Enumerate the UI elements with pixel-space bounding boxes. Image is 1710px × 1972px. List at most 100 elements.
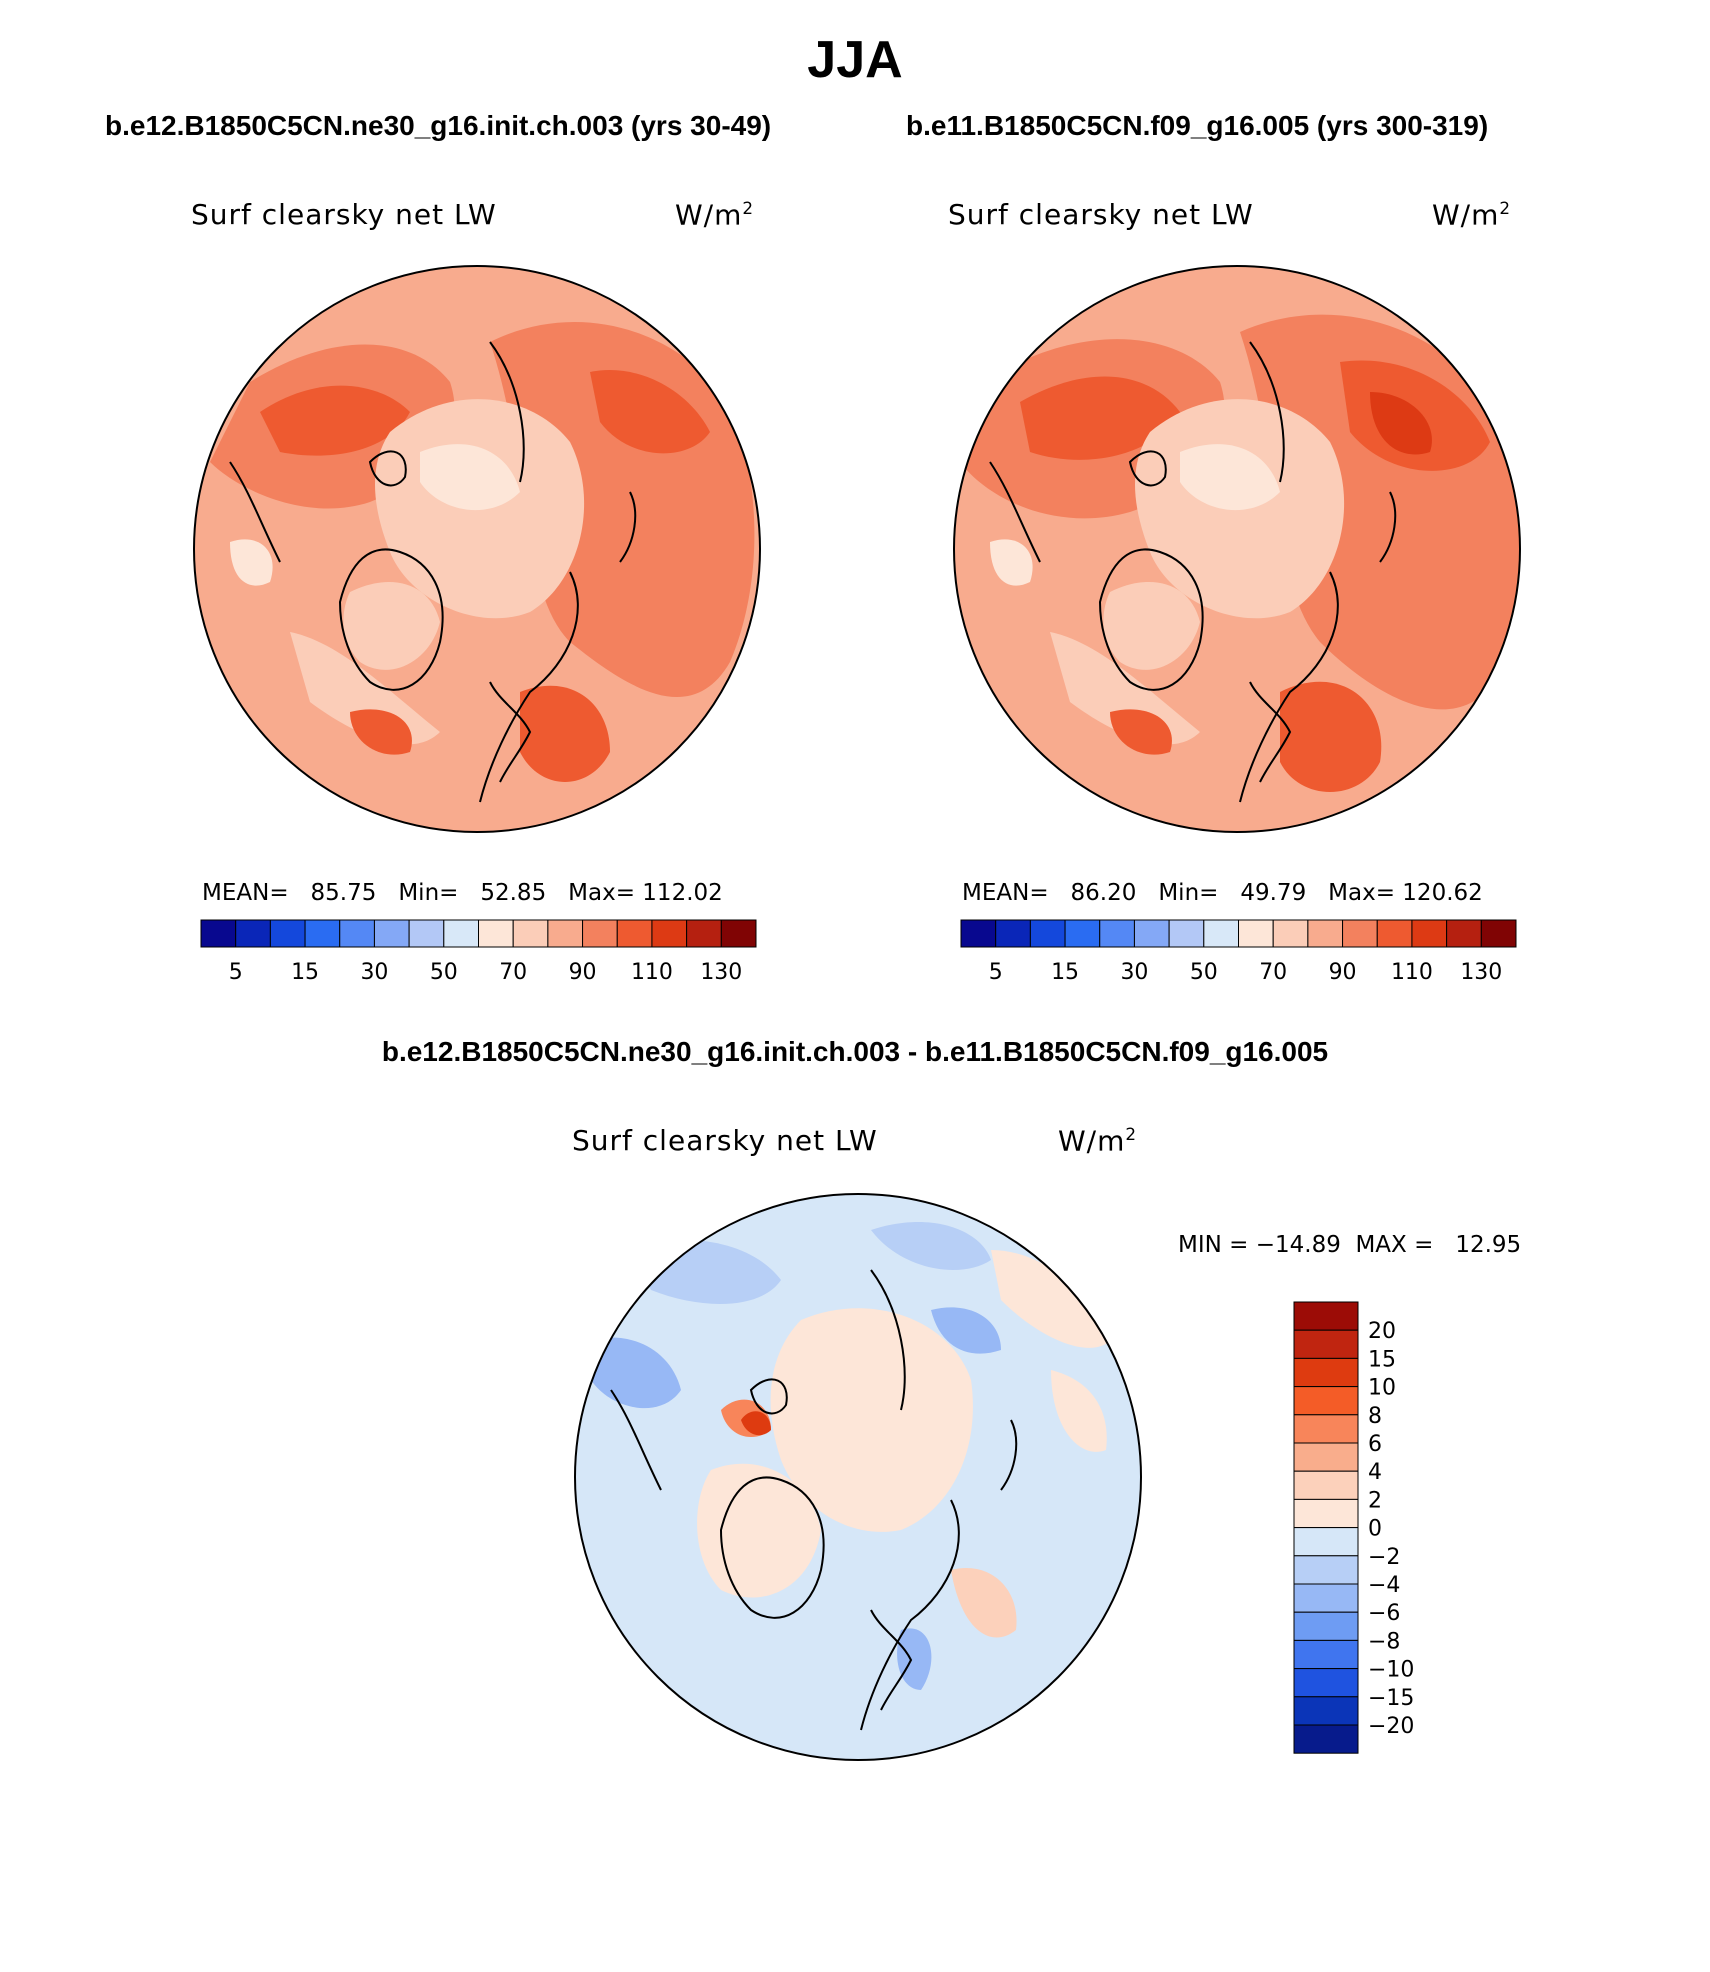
colorbar-box [1446,919,1482,948]
max-value: 112.02 [642,880,723,906]
colorbar-tick-label: 30 [360,960,388,985]
max-label: Max= [568,880,635,906]
case-title-right: b.e11.B1850C5CN.f09_g16.005 (yrs 300-319… [906,110,1489,141]
colorbar-box [373,919,410,948]
difference-minmax: MIN = −14.89 MAX = 12.95 [1178,1232,1522,1258]
mean-label: MEAN= [962,880,1049,906]
stats-left: MEAN= 85.75 Min= 52.85 Max= 112.02 [202,880,723,906]
colorbar-box [1293,1668,1359,1698]
colorbar-tick-label: 90 [1329,960,1357,985]
colorbar-box [1293,1470,1359,1500]
colorbar-box [1293,1611,1359,1641]
colorbar-box [1064,919,1101,948]
polar-map-difference [574,1193,1142,1761]
season-title: JJA [807,31,903,89]
variable-label-diff: Surf clearsky net LW [572,1124,878,1157]
colorbar-tick-label: 5 [989,960,1003,985]
min-label: Min= [398,880,459,906]
colorbar-box [1411,919,1448,948]
colorbar-tick-label: −8 [1368,1629,1400,1654]
colorbar-tick-label: 15 [291,960,319,985]
variable-label-right: Surf clearsky net LW [948,198,1254,231]
colorbar-tick-label: 4 [1368,1460,1382,1485]
colorbar-box [1293,1301,1359,1331]
max-value: 120.62 [1402,880,1483,906]
min-label: Min= [1158,880,1219,906]
colorbar-box [200,919,237,948]
colorbar-box [1168,919,1205,948]
colorbar-tick-label: −15 [1368,1686,1414,1711]
colorbar-tick-label: 15 [1368,1347,1396,1372]
mean-label: MEAN= [202,880,289,906]
colorbar-box [443,919,479,948]
colorbar-box [1293,1527,1359,1557]
colorbar-box [1133,919,1170,948]
colorbar-box [1293,1555,1359,1585]
colorbar-tick-label: 70 [499,960,527,985]
colorbar-box [1238,919,1274,948]
colorbar-box [1293,1639,1359,1670]
colorbar-box [1293,1414,1359,1444]
colorbar-tick-label: 130 [1460,960,1502,985]
colorbar-tick-label: 10 [1368,1376,1396,1401]
colorbar-box [1293,1696,1359,1726]
colorbar-box [616,919,653,948]
colorbar-tick-label: 6 [1368,1432,1382,1457]
case-title-left: b.e12.B1850C5CN.ne30_g16.init.ch.003 (yr… [105,110,772,141]
colorbar-box [995,919,1031,948]
colorbar-tick-label: 110 [1391,960,1433,985]
colorbar-tick-label: 8 [1368,1404,1382,1429]
colorbar-box [408,919,445,948]
colorbar-box [686,919,722,948]
difference-title: b.e12.B1850C5CN.ne30_g16.init.ch.003 - b… [381,1036,1329,1067]
mean-value: 85.75 [310,880,377,906]
colorbar-box [1293,1357,1359,1388]
colorbar-tick-label: 130 [700,960,742,985]
units-label-left: W/m2 [675,198,755,232]
min-value: 49.79 [1240,880,1307,906]
colorbar-box [582,919,618,948]
colorbar-box [1272,919,1309,948]
colorbar-box [1293,1386,1359,1416]
colorbar-tick-label: −20 [1368,1714,1414,1739]
colorbar-box [1480,919,1517,948]
colorbar-tick-label: 30 [1120,960,1148,985]
colorbar-box [235,919,271,948]
colorbar-tick-label: −4 [1368,1573,1400,1598]
min-value: 52.85 [480,880,547,906]
colorbar-box [547,919,584,948]
units-label-right: W/m2 [1432,198,1512,232]
colorbar-box [1293,1583,1359,1613]
colorbar-tick-label: 0 [1368,1517,1382,1542]
colorbar-right: 5 15 30 50 70 90 110 130 [960,919,1517,985]
colorbar-box [960,919,997,948]
polar-map-left [193,265,761,833]
colorbar-box [1293,1329,1359,1359]
colorbar-tick-label: −6 [1368,1601,1400,1626]
colorbar-box [1293,1724,1359,1754]
colorbar-box [512,919,549,948]
colorbar-tick-label: −10 [1368,1658,1414,1683]
colorbar-tick-label: −2 [1368,1545,1400,1570]
colorbar-box [1342,919,1378,948]
colorbar-tick-label: 5 [229,960,243,985]
stats-right: MEAN= 86.20 Min= 49.79 Max= 120.62 [962,880,1483,906]
colorbar-box [1293,1498,1359,1529]
colorbar-box [1029,919,1066,948]
colorbar-box [1293,1442,1359,1472]
colorbar-tick-label: 2 [1368,1488,1382,1513]
colorbar-box [1307,919,1344,948]
colorbar-box [720,919,757,948]
colorbar-box [651,919,688,948]
mean-value: 86.20 [1070,880,1137,906]
variable-label-left: Surf clearsky net LW [191,198,497,231]
colorbar-box [1099,919,1135,948]
colorbar-box [339,919,375,948]
colorbar-tick-label: 50 [430,960,458,985]
colorbar-tick-label: 50 [1190,960,1218,985]
colorbar-box [1203,919,1239,948]
colorbar-tick-label: 20 [1368,1319,1396,1344]
colorbar-left: 5 15 30 50 70 90 110 130 [200,919,757,985]
max-label: Max= [1328,880,1395,906]
